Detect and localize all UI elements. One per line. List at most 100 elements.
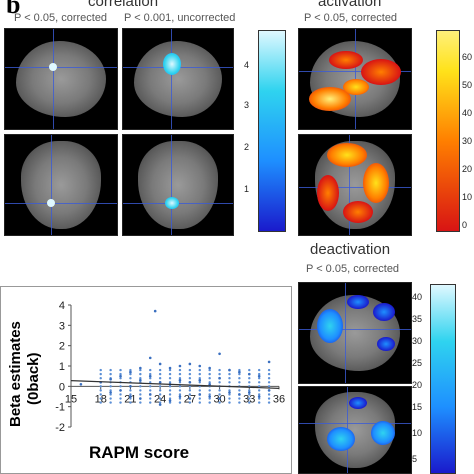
scatter-point (188, 393, 192, 396)
scatter-panel: -2-1012341518212427303336 Beta estimates… (0, 286, 292, 474)
scatter-point (228, 368, 231, 372)
scatter-point (129, 372, 132, 376)
scatter-point (267, 389, 271, 392)
scatter-point (178, 393, 182, 396)
scatter-ylabel-2: (0back) (25, 352, 42, 405)
scatter-point (119, 393, 122, 396)
scatter-point (119, 389, 122, 392)
scatter-point (129, 393, 132, 396)
deactivation-tick: 15 (412, 402, 423, 412)
deactivation-tick: 10 (412, 428, 423, 438)
scatter-point (129, 370, 132, 374)
scatter-point (198, 377, 201, 380)
scatter-point (168, 381, 172, 384)
scatter-point (188, 397, 192, 400)
scatter-point (257, 389, 261, 392)
activation-sub: P < 0.05, corrected (304, 12, 398, 24)
scatter-point (267, 401, 271, 404)
scatter-point (198, 378, 202, 382)
scatter-point (208, 393, 211, 396)
correlation-tick: 1 (244, 184, 250, 194)
scatter-point (178, 372, 182, 376)
scatter-point (257, 397, 261, 400)
scatter-point (228, 391, 231, 394)
scatter-point (188, 372, 192, 376)
y-tick-label: 1 (59, 361, 65, 373)
scatter-point (119, 397, 122, 400)
scatter-point (208, 381, 211, 384)
scatter-point (178, 397, 182, 400)
scatter-point (149, 389, 152, 392)
scatter-point (178, 381, 182, 384)
scatter-point (257, 381, 261, 384)
scatter-point (188, 377, 192, 380)
scatter-point (267, 360, 271, 364)
scatter-point (168, 366, 172, 370)
correlation-axial-right (122, 134, 234, 236)
scatter-point (158, 389, 162, 392)
scatter-point (109, 401, 112, 404)
scatter-point (149, 385, 152, 388)
y-tick-label: 4 (59, 300, 65, 312)
scatter-point (257, 385, 261, 388)
deactivation-sub: P < 0.05, corrected (306, 263, 400, 275)
scatter-point (248, 381, 251, 384)
scatter-point (208, 368, 211, 372)
scatter-point (218, 389, 221, 392)
scatter-point (218, 401, 221, 404)
scatter-point (168, 377, 172, 380)
scatter-point (158, 393, 162, 396)
scatter-point (248, 377, 251, 380)
scatter-point (178, 389, 182, 392)
scatter-point (248, 389, 251, 392)
scatter-point (178, 368, 182, 372)
scatter-point (178, 378, 182, 382)
scatter-point (208, 401, 211, 404)
scatter-point (178, 385, 182, 388)
scatter-point (119, 372, 122, 376)
scatter-point (238, 397, 241, 400)
scatter-point (129, 368, 132, 372)
scatter-point (153, 309, 157, 313)
scatter-point (99, 389, 102, 392)
scatter-point (198, 372, 201, 376)
activation-tick: 30 (462, 136, 473, 146)
deactivation-axial (298, 386, 412, 474)
scatter-point (129, 397, 132, 400)
scatter-ylabel-1: Beta estimates (7, 321, 24, 427)
scatter-point (178, 377, 182, 380)
scatter-point (238, 401, 241, 404)
activation-colorbar (436, 30, 460, 232)
scatter-point (139, 401, 142, 404)
scatter-point (208, 395, 211, 398)
scatter-point (129, 401, 132, 404)
scatter-point (218, 368, 221, 372)
scatter-point (228, 397, 231, 400)
scatter-point (99, 397, 102, 400)
scatter-point (99, 368, 102, 372)
scatter-point (267, 372, 271, 376)
deactivation-colorbar (430, 284, 456, 474)
deactivation-tick: 35 (412, 314, 423, 324)
x-tick-label: 15 (65, 393, 77, 405)
deactivation-tick: 40 (412, 292, 423, 302)
scatter-point (148, 374, 152, 378)
scatter-point (109, 368, 112, 372)
scatter-point (139, 389, 142, 392)
scatter-point (99, 401, 102, 404)
scatter-point (168, 399, 172, 402)
scatter-point (188, 385, 192, 388)
scatter-point (198, 364, 202, 368)
scatter-point (109, 372, 112, 376)
activation-tick: 60 (462, 52, 473, 62)
scatter-point (158, 401, 162, 404)
y-tick-label: 3 (59, 320, 65, 332)
scatter-point (208, 377, 211, 380)
scatter-point (238, 381, 241, 384)
scatter-point (238, 372, 241, 376)
scatter-point (129, 395, 132, 398)
scatter-xlabel: RAPM score (89, 443, 190, 462)
scatter-point (257, 368, 261, 372)
scatter-point (267, 381, 271, 384)
activation-axial (298, 134, 412, 236)
